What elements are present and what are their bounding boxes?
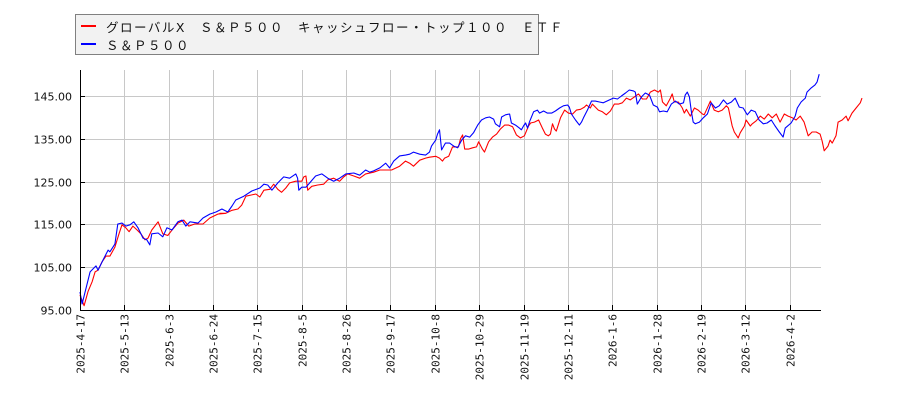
x-tick-label: 2025-10-8 [430,314,443,374]
chart-legend: グローバルX Ｓ＆Ｐ５００ キャッシュフロー・トップ１００ ＥＴＦ Ｓ＆Ｐ５００ [75,14,562,55]
x-tick-label: 2025-6-24 [208,314,221,374]
grid-lines [80,70,821,310]
x-tick-label: 2025-8-26 [341,314,354,374]
x-tick-label: 2025-5-13 [119,314,132,374]
x-tick-label: 2025-7-15 [252,314,265,374]
data-series [79,74,863,307]
x-tick-label: 2025-8-5 [297,314,310,367]
x-tick-label: 2025-4-17 [75,314,88,374]
x-tick-label: 2025-12-11 [563,314,576,380]
x-tick-label: 2026-2-19 [696,314,709,374]
x-tick-label: 2025-11-19 [519,314,532,380]
y-tick-label: 115.00 [34,219,73,232]
y-tick-label: 145.00 [34,91,73,104]
legend-swatch-red [81,25,96,27]
y-axis: 95.00 105.00 115.00 125.00 135.00 145.00 [34,91,85,318]
legend-swatch-blue [81,43,96,45]
y-tick-label: 135.00 [34,134,73,147]
x-tick-label: 2025-10-29 [474,314,487,380]
x-tick-label: 2025-9-17 [385,314,398,374]
x-tick-label: 2026-1-6 [607,314,620,367]
x-tick-label: 2026-1-28 [652,314,665,374]
series-line-etf [79,89,863,307]
x-axis: 2025-4-17 2025-5-13 2025-6-3 2025-6-24 2025-… [75,305,798,380]
legend-item-etf: グローバルX Ｓ＆Ｐ５００ キャッシュフロー・トップ１００ ＥＴＦ [81,18,564,35]
legend-label-etf: グローバルX Ｓ＆Ｐ５００ キャッシュフロー・トップ１００ ＥＴＦ [106,19,564,35]
y-tick-label: 105.00 [34,262,73,275]
x-tick-label: 2025-6-3 [164,314,177,367]
y-tick-label: 95.00 [41,305,73,318]
x-tick-label: 2026-3-12 [740,314,753,374]
legend-label-sp500: Ｓ＆Ｐ５００ [106,37,191,53]
y-tick-label: 125.00 [34,177,73,190]
legend-item-sp500: Ｓ＆Ｐ５００ [81,36,191,53]
x-tick-label: 2026-4-2 [785,314,798,367]
series-line-sp500 [79,74,820,305]
